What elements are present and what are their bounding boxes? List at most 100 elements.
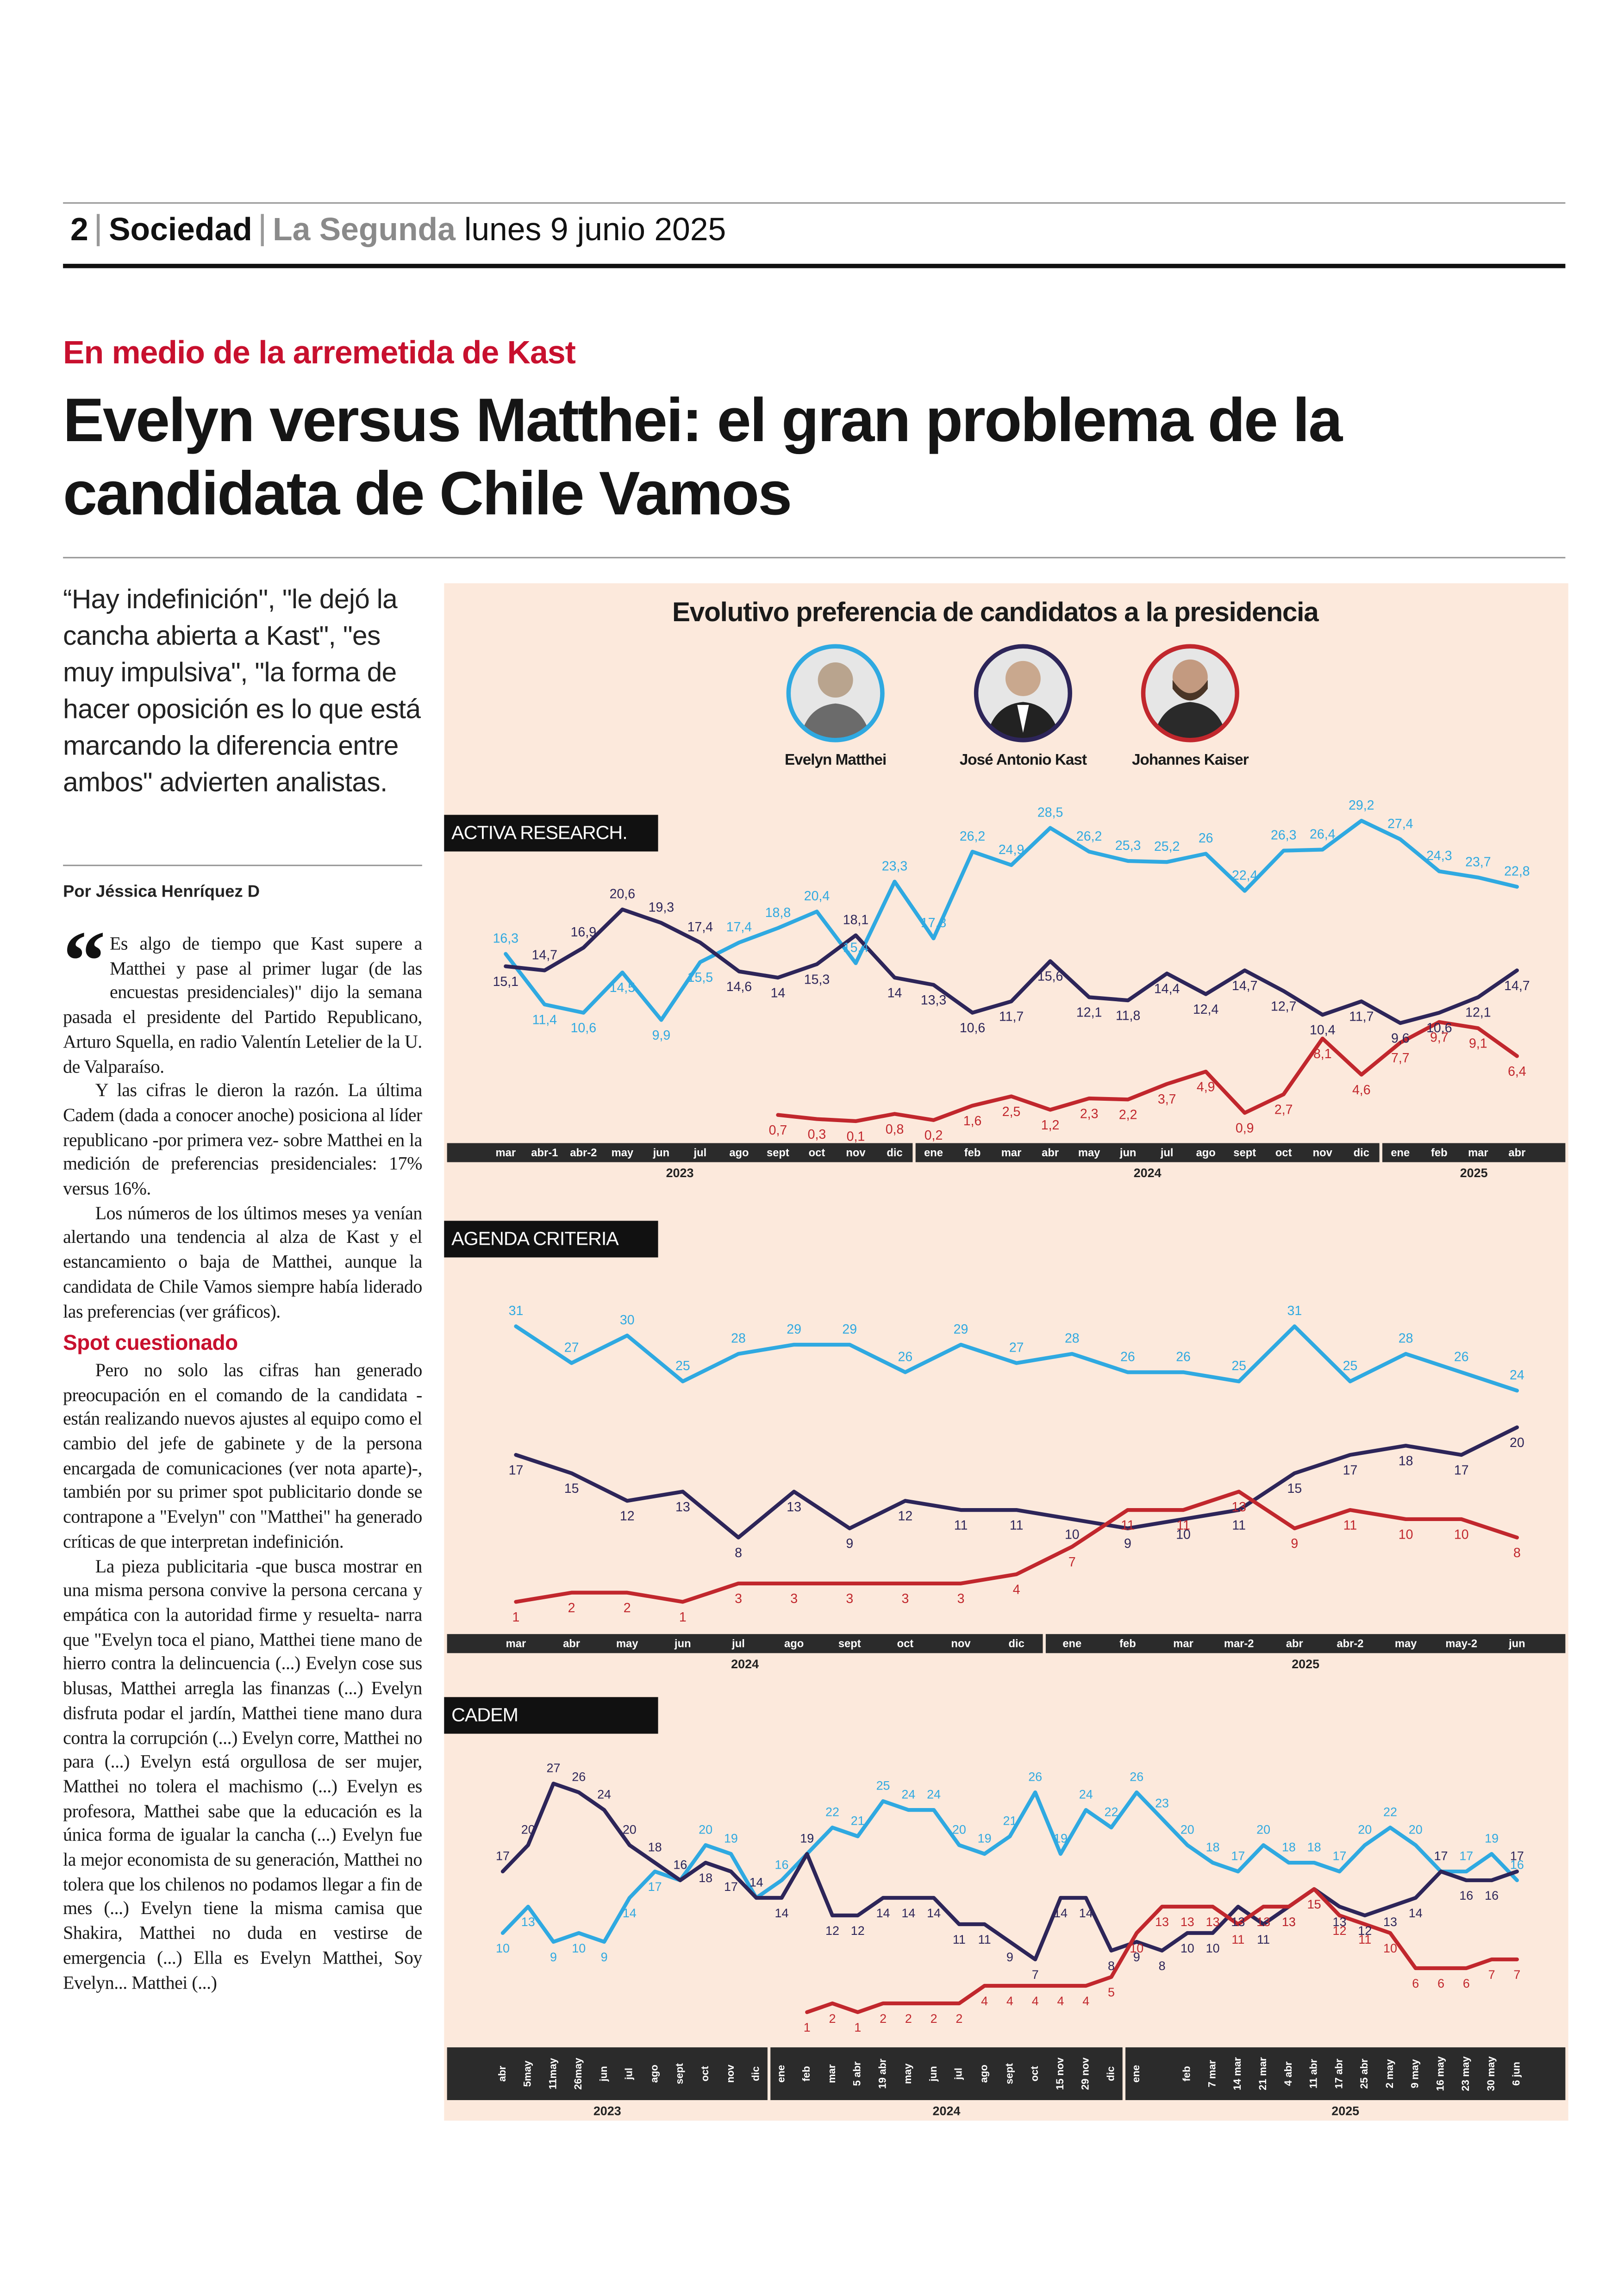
data-label: 17	[1343, 1463, 1358, 1478]
series-line	[504, 907, 1519, 1025]
data-label: 17,8	[921, 916, 946, 930]
headline-rule	[63, 557, 1566, 559]
data-label: 17	[496, 1849, 510, 1863]
data-label: 9	[1133, 1950, 1140, 1964]
headline: Evelyn versus Matthei: el gran problema …	[63, 385, 1343, 528]
x-tick-label: 6 jun	[1511, 2062, 1522, 2086]
paragraph: La pieza publicitaria -que busca mostrar…	[63, 1556, 422, 1993]
data-label: 2,5	[1002, 1104, 1021, 1119]
data-label: 17	[1231, 1849, 1245, 1863]
x-tick-label: nov	[951, 1638, 971, 1650]
data-label: 13	[1181, 1915, 1194, 1929]
data-label: 10	[572, 1941, 586, 1955]
data-label: 14,4	[1154, 981, 1180, 996]
data-label: 8,1	[1313, 1047, 1332, 1061]
x-tick-label: abr-2	[570, 1147, 597, 1159]
year-label: 2025	[1331, 2104, 1359, 2118]
data-label: 8	[1108, 1959, 1115, 1973]
data-label: 26	[1120, 1349, 1135, 1364]
portrait-beard	[1172, 680, 1208, 701]
x-tick-label: 9 may	[1409, 2059, 1421, 2089]
data-label: 28	[1399, 1331, 1413, 1346]
data-label: 11	[1358, 1933, 1371, 1946]
data-label: 26	[1028, 1770, 1042, 1784]
data-label: 0,1	[847, 1129, 865, 1144]
x-tick-label: mar-2	[1224, 1638, 1254, 1650]
separator	[261, 214, 264, 246]
data-label: 27,4	[1387, 817, 1413, 831]
data-label: 22,4	[1232, 868, 1257, 883]
data-label: 12,4	[1193, 1002, 1218, 1017]
data-label: 26,2	[960, 829, 985, 844]
data-label: 13	[675, 1500, 690, 1515]
data-label: 16	[1485, 1889, 1499, 1902]
x-tick-label: oct	[1275, 1147, 1292, 1159]
data-label: 25	[675, 1359, 690, 1373]
x-tick-label: sept	[767, 1147, 789, 1159]
data-label: 9	[1124, 1536, 1131, 1551]
data-label: 28	[731, 1331, 746, 1346]
portrait-ring	[974, 644, 1072, 742]
data-label: 11	[1010, 1518, 1024, 1533]
data-label: 0,3	[808, 1127, 826, 1142]
data-label: 12,1	[1465, 1005, 1491, 1020]
data-label: 17	[1510, 1849, 1524, 1863]
portrait-ring	[1141, 644, 1239, 742]
data-label: 20,4	[804, 889, 830, 904]
data-label: 14	[775, 1906, 788, 1920]
data-label: 17	[509, 1463, 524, 1478]
data-label: 22	[825, 1805, 839, 1819]
data-label: 26,2	[1076, 829, 1102, 844]
data-label: 19	[800, 1832, 814, 1846]
data-label: 14	[1409, 1906, 1423, 1920]
data-label: 10	[1065, 1527, 1080, 1542]
data-label: 10	[1130, 1941, 1143, 1955]
data-label: 26	[572, 1770, 586, 1784]
x-tick-label: dic	[1009, 1638, 1024, 1650]
data-label: 2	[931, 2012, 937, 2026]
legend-name: Evelyn Matthei	[785, 751, 886, 768]
data-label: 20	[952, 1823, 966, 1837]
data-label: 11,4	[532, 1012, 557, 1027]
x-tick-label: may	[1395, 1638, 1417, 1650]
x-tick-label: 23 may	[1460, 2056, 1471, 2091]
data-label: 30	[620, 1313, 635, 1328]
data-label: 27	[547, 1761, 561, 1775]
data-label: 13	[787, 1500, 801, 1515]
data-label: 7,7	[1391, 1051, 1410, 1066]
data-label: 14	[901, 1906, 915, 1920]
source-box	[444, 1221, 658, 1258]
data-label: 23	[1155, 1796, 1169, 1810]
x-tick-label: mar	[506, 1638, 526, 1650]
x-tick-label: jul	[731, 1638, 745, 1650]
data-label: 8	[1513, 1546, 1521, 1560]
source-box	[444, 815, 658, 852]
separator	[97, 214, 100, 246]
page-number: 2	[70, 211, 88, 248]
x-tick-label: ene	[775, 2065, 787, 2083]
data-label: 24	[597, 1788, 611, 1802]
data-label: 10	[1399, 1527, 1413, 1542]
data-label: 19	[978, 1832, 992, 1846]
data-label: 26	[1454, 1349, 1469, 1364]
x-tick-label: may	[612, 1147, 634, 1159]
page-header: 2 Sociedad La Segunda lunes 9 junio 2025	[63, 210, 733, 251]
data-label: 13	[1282, 1915, 1296, 1929]
data-label: 1	[854, 2021, 861, 2034]
data-label: 17	[1434, 1849, 1448, 1863]
x-tick-label: sept	[674, 2063, 685, 2084]
top-rule	[63, 202, 1566, 204]
paragraph: Pero no solo las cifras han generado pre…	[63, 1360, 422, 1552]
data-label: 17	[1434, 1849, 1448, 1863]
data-label: 9,6	[1391, 1031, 1410, 1046]
x-tick-label: jun	[1119, 1147, 1137, 1159]
data-label: 15	[1287, 1481, 1302, 1496]
axis-band	[1382, 1143, 1566, 1162]
data-label: 2	[905, 2012, 912, 2026]
data-label: 16,3	[493, 931, 518, 946]
data-label: 18	[1307, 1840, 1321, 1854]
x-tick-label: ago	[784, 1638, 804, 1650]
data-label: 1	[512, 1610, 520, 1625]
